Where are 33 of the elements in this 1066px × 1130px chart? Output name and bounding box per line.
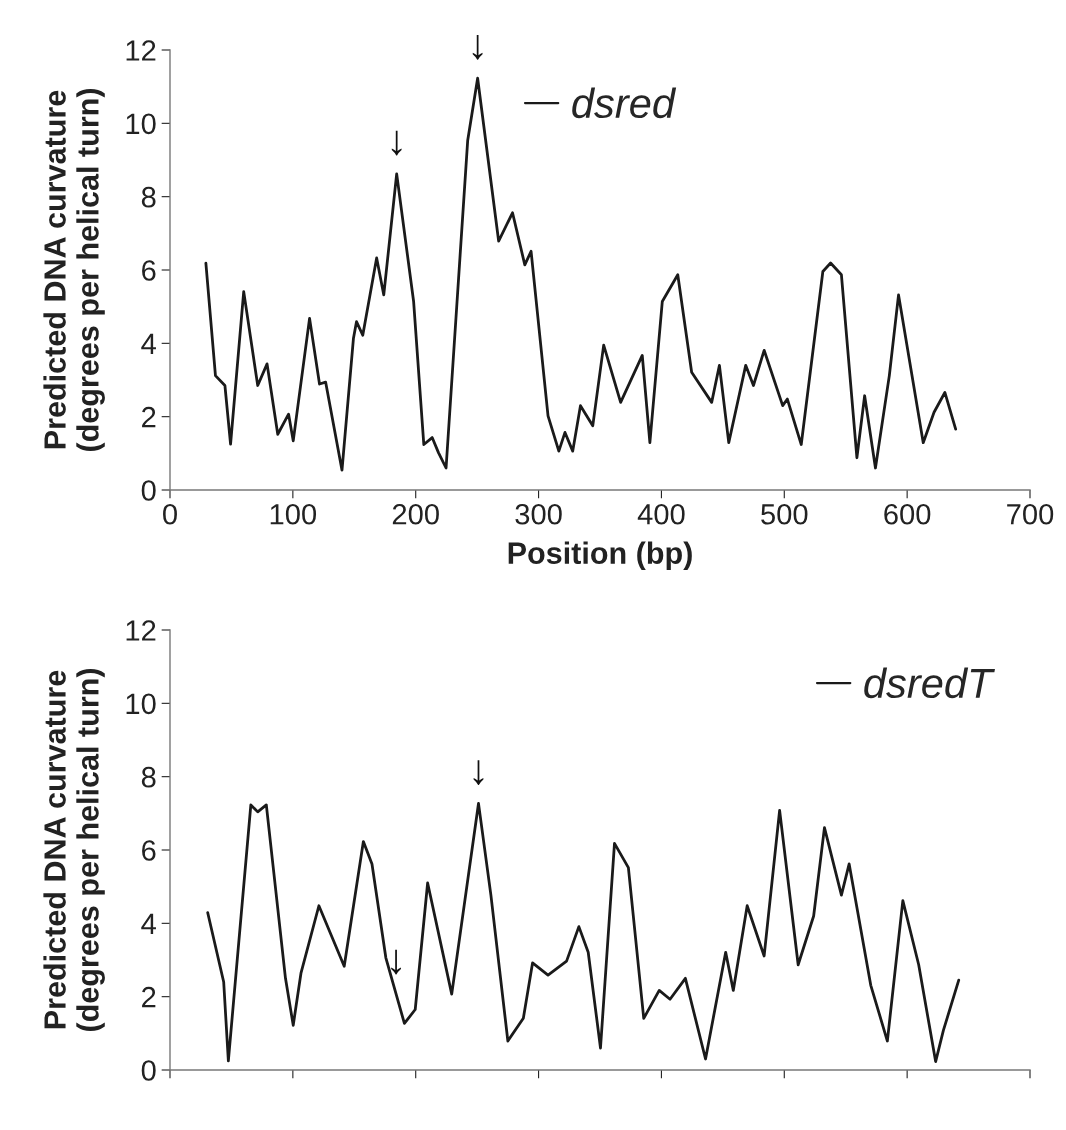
x-tick-label: 700 — [1007, 503, 1054, 525]
legend-label: dsred — [572, 87, 677, 119]
line-series — [206, 802, 961, 1063]
x-tick-label: 600 — [884, 503, 931, 525]
y-tick-label: 12 — [126, 40, 156, 61]
y-tick-label: 2 — [142, 986, 156, 1008]
y-tick-label: 12 — [126, 620, 156, 641]
y-tick-label: 8 — [141, 186, 156, 208]
line-series — [204, 76, 958, 472]
y-axis-title: Predicted DNA curvature (degrees per helical turn) — [43, 88, 105, 451]
annotation: ↓ — [473, 760, 484, 785]
x-tick-label: 0 — [163, 503, 177, 525]
x-axis-title: Position (bp) — [508, 541, 692, 570]
y-tick-label: 0 — [141, 480, 156, 501]
x-tick-label: 300 — [515, 503, 562, 525]
x-tick-label: 400 — [637, 503, 685, 525]
y-tick-label: 0 — [141, 1060, 156, 1081]
annotation: ↓ — [391, 130, 402, 156]
x-tick-label: 100 — [270, 503, 317, 525]
y-tick-label: 8 — [141, 766, 156, 788]
y-tick-label: 4 — [141, 333, 156, 354]
y-tick-label: 6 — [142, 840, 156, 861]
annotation: ↓ — [391, 949, 401, 975]
x-tick-label: 500 — [761, 503, 808, 525]
y-tick-label: 10 — [126, 113, 156, 135]
y-tick-label: 10 — [126, 693, 156, 715]
y-tick-label: 6 — [142, 260, 156, 281]
y-axis-title: Predicted DNA curvature (degrees per helical turn) — [43, 668, 105, 1031]
x-tick-label: 200 — [392, 503, 439, 525]
annotation: ↓ — [472, 35, 483, 60]
legend-label: dsredT — [864, 667, 995, 699]
y-tick-label: 2 — [142, 406, 156, 428]
y-tick-label: 4 — [141, 913, 156, 934]
